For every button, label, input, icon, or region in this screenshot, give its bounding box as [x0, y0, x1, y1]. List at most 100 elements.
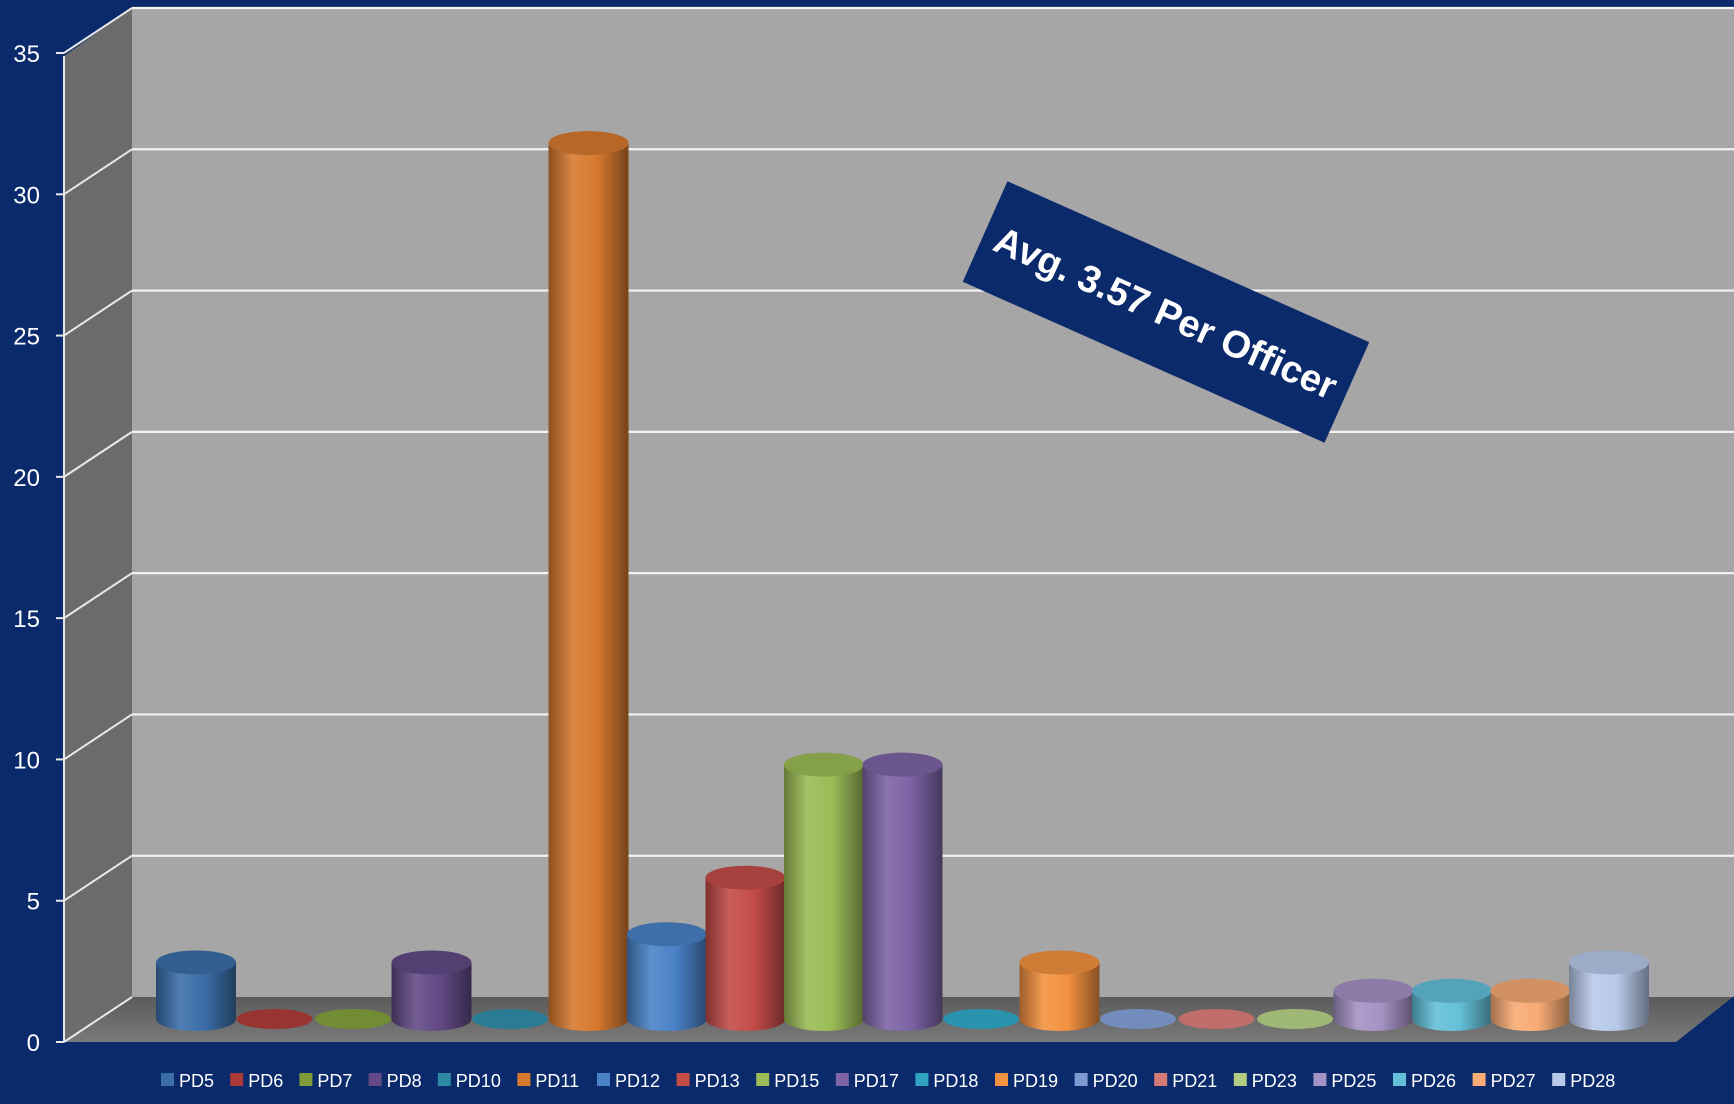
y-tick-label: 0 [27, 1030, 40, 1057]
bar-top [1569, 950, 1649, 975]
legend-label: PD28 [1570, 1071, 1615, 1091]
legend-swatch [1233, 1073, 1247, 1086]
bar-flat [472, 1009, 548, 1029]
legend-swatch [368, 1073, 382, 1086]
bar-body [862, 764, 943, 1031]
legend-item: PD28 [1552, 1071, 1615, 1091]
y-tick-label: 5 [27, 889, 40, 916]
bar-top [1490, 978, 1571, 1003]
gridline-side [63, 148, 133, 196]
y-tick-label: 15 [13, 606, 40, 633]
gridline-side [63, 713, 133, 761]
legend-swatch [1313, 1073, 1327, 1086]
legend-item: PD8 [368, 1071, 422, 1091]
bar-top [627, 922, 707, 947]
legend: PD5 PD6 PD7 PD8 PD10 PD11 PD12 PD13 PD15 PD17 PD18… [161, 1071, 1615, 1091]
side-wall [64, 8, 132, 1042]
legend-swatch [915, 1073, 929, 1086]
legend-swatch [230, 1073, 244, 1086]
bar-pd17 [862, 752, 943, 1031]
legend-label: PD11 [535, 1071, 579, 1091]
bar-body [627, 934, 707, 1031]
bar-pd13 [705, 865, 786, 1031]
gridline-side [63, 431, 133, 478]
legend-item: PD19 [995, 1071, 1058, 1091]
bar-body [705, 877, 786, 1031]
bar-pd5 [156, 950, 236, 1031]
bar-top [391, 950, 472, 975]
legend-swatch [835, 1073, 849, 1086]
legend-item: PD10 [437, 1071, 501, 1091]
legend-item: PD18 [915, 1071, 978, 1091]
legend-label: PD19 [1013, 1071, 1058, 1091]
legend-swatch [299, 1073, 313, 1086]
legend-label: PD20 [1093, 1071, 1138, 1091]
bar-body [784, 764, 864, 1031]
bar-body [156, 962, 236, 1031]
bar-pd20 [1100, 1009, 1176, 1029]
legend-item: PD12 [597, 1071, 660, 1091]
legend-item: PD11 [517, 1071, 579, 1091]
bar-pd18 [943, 1009, 1019, 1029]
bar-pd8 [391, 950, 472, 1031]
legend-swatch [1154, 1073, 1168, 1086]
bar-top [1412, 978, 1492, 1003]
legend-swatch [1552, 1073, 1566, 1086]
legend-swatch [995, 1073, 1008, 1086]
bar-pd19 [1019, 950, 1100, 1031]
legend-item: PD15 [756, 1071, 819, 1091]
bar-pd10 [472, 1009, 548, 1029]
gridline-side [63, 996, 133, 1043]
bar-flat [1100, 1009, 1176, 1029]
legend-label: PD5 [179, 1071, 214, 1091]
legend-item: PD26 [1393, 1071, 1456, 1091]
bar-pd23 [1257, 1009, 1333, 1029]
legend-label: PD7 [317, 1071, 352, 1091]
y-tick-label: 35 [13, 41, 40, 68]
legend-swatch [756, 1073, 770, 1086]
legend-label: PD21 [1172, 1071, 1217, 1091]
legend-swatch [517, 1073, 531, 1086]
bar-flat [1178, 1009, 1255, 1029]
y-tick-label: 20 [13, 465, 40, 492]
legend-label: PD18 [933, 1071, 978, 1091]
bar-pd21 [1178, 1009, 1255, 1029]
bar-flat [943, 1009, 1019, 1029]
legend-swatch [597, 1073, 610, 1086]
bar-pd11 [548, 131, 629, 1031]
legend-swatch [437, 1073, 451, 1086]
y-tick-label: 25 [13, 324, 40, 351]
bar-body [1019, 962, 1100, 1031]
bar-top [548, 131, 629, 156]
bar-body [391, 962, 472, 1031]
bar-pd6 [236, 1009, 313, 1029]
legend-swatch [161, 1073, 174, 1086]
bars [156, 131, 1649, 1031]
legend-item: PD25 [1313, 1071, 1376, 1091]
legend-swatch [1074, 1073, 1088, 1086]
gridline-side [63, 7, 133, 54]
legend-item: PD27 [1472, 1071, 1536, 1091]
legend-label: PD8 [387, 1071, 422, 1091]
bar-pd27 [1490, 978, 1571, 1031]
legend-item: PD5 [161, 1071, 214, 1091]
legend-item: PD23 [1233, 1071, 1297, 1091]
bar-pd26 [1412, 978, 1492, 1031]
legend-swatch [1393, 1073, 1406, 1086]
gridline-side [63, 289, 133, 337]
bar-flat [315, 1009, 391, 1029]
bar-top [862, 752, 943, 777]
legend-swatch [676, 1073, 690, 1086]
legend-label: PD10 [456, 1071, 501, 1091]
legend-item: PD7 [299, 1071, 352, 1091]
bar-top [705, 865, 786, 890]
legend-label: PD17 [854, 1071, 899, 1091]
bar-top [1333, 978, 1414, 1003]
y-tick-label: 10 [13, 747, 40, 774]
gridlines [63, 6, 1734, 1043]
gridline-side [63, 572, 133, 619]
bar-top [156, 950, 236, 975]
legend-item: PD17 [835, 1071, 899, 1091]
